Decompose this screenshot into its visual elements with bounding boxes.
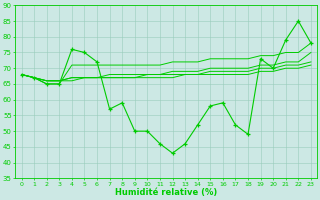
X-axis label: Humidité relative (%): Humidité relative (%) [115,188,217,197]
